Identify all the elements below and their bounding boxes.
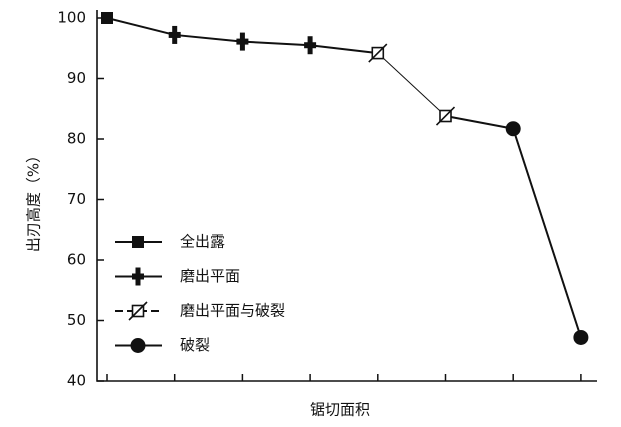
legend-label: 全出露 [180,233,225,251]
y-tick-label: 40 [67,372,86,390]
marker [435,106,456,126]
marker [130,338,146,353]
marker [132,236,144,248]
marker-shape [573,329,589,345]
marker-shape [172,25,178,44]
marker-shape [307,36,313,55]
marker-shape [435,106,456,126]
marker-shape [128,301,148,321]
connector-line [445,115,514,130]
legend-label: 磨出平面 [180,267,240,285]
y-axis-label: 出刃高度（%） [25,148,43,252]
series-line [377,52,446,117]
connector-line [106,17,175,36]
y-tick-label: 80 [67,130,86,148]
marker-shape [505,121,521,137]
y-tick-label: 70 [67,190,86,208]
marker [505,121,521,137]
marker [168,25,181,44]
y-tick-label: 50 [67,311,86,329]
marker-shape [130,338,146,353]
axes [96,10,597,382]
series-line [512,128,582,338]
y-tick-label: 100 [57,9,86,27]
marker [368,43,388,63]
connector-line [309,44,378,55]
marker-shape [239,32,245,51]
legend-label: 磨出平面与破裂 [180,302,285,320]
marker [128,301,148,321]
marker [132,267,144,286]
marker [304,36,317,55]
marker [236,32,249,51]
marker [101,12,113,24]
x-axis-label: 锯切面积 [310,401,370,419]
marker-shape [101,12,113,24]
marker-shape [132,236,144,248]
marker [573,329,589,345]
marker-shape [135,267,141,286]
marker-shape [368,43,388,63]
legend-label: 破裂 [180,336,210,354]
y-tick-label: 60 [67,251,86,269]
y-tick-label: 90 [67,69,86,87]
